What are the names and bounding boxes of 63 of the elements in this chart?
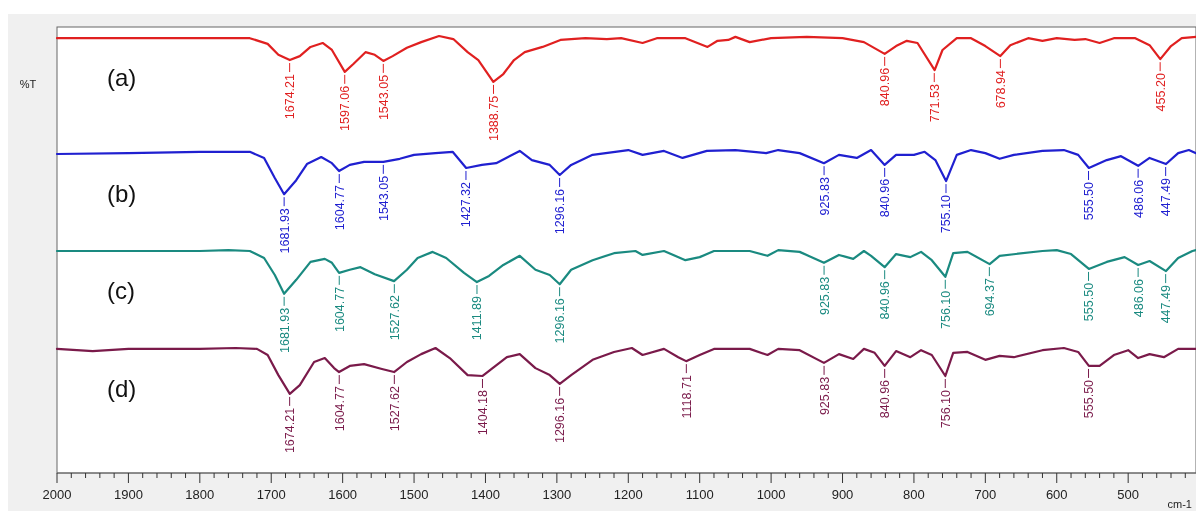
annotation: 486.06: [1131, 179, 1146, 219]
x-tick-label: 500: [1117, 487, 1140, 502]
series-label: (a): [107, 64, 137, 92]
annotation: 694.37: [982, 278, 997, 317]
annotation: 1597.06: [338, 85, 353, 132]
annotation: 1118.71: [679, 375, 694, 419]
x-tick-label: 600: [1045, 487, 1068, 502]
annotation: 678.94: [993, 70, 1008, 109]
annotation: 1681.93: [277, 307, 292, 354]
annotation: 1296.16: [553, 188, 568, 235]
annotation: 1527.62: [387, 295, 402, 341]
x-tick-label: 1500: [399, 487, 429, 502]
x-tick-label: 1800: [185, 487, 215, 502]
annotation: 925.83: [817, 177, 832, 216]
x-tick-label: 800: [903, 487, 925, 502]
annotation: 1681.93: [277, 208, 292, 254]
annotation: 925.83: [817, 276, 832, 316]
annotation: 555.50: [1082, 379, 1097, 419]
annotation: 840.96: [878, 178, 893, 218]
series-label: (c): [107, 277, 135, 304]
annotation: 840.96: [878, 281, 893, 320]
annotation: 925.83: [817, 376, 832, 416]
x-tick-label: 1200: [613, 487, 643, 502]
annotation: 455.20: [1153, 73, 1168, 112]
x-tick-label: 2000: [42, 487, 72, 502]
annotation: 1527.62: [387, 386, 402, 432]
series-label: (d): [107, 374, 137, 402]
annotation: 1296.16: [553, 397, 568, 444]
annotation: 447.49: [1159, 177, 1174, 217]
annotation: 1411.89: [470, 295, 485, 341]
annotation: 1674.21: [283, 407, 298, 454]
x-tick-label: 1700: [256, 487, 286, 502]
annotation: 1604.77: [332, 286, 347, 333]
annotation: 1604.77: [332, 386, 347, 432]
annotation: 1674.21: [283, 73, 298, 120]
annotation: 1296.16: [553, 298, 568, 344]
annotation: 1427.32: [459, 181, 474, 228]
annotation: 771.53: [927, 84, 942, 123]
series-label: (b): [107, 179, 137, 207]
annotation: 755.10: [939, 195, 954, 234]
annotation: 1543.05: [376, 175, 391, 222]
annotation: 1388.75: [487, 95, 501, 142]
annotation: 756.10: [938, 290, 953, 330]
annotation: 555.50: [1082, 282, 1097, 322]
y-axis-title: %T: [19, 78, 37, 90]
x-tick-label: 700: [974, 487, 997, 502]
x-axis-title: cm-1: [1167, 498, 1192, 510]
annotation: 840.96: [878, 379, 893, 419]
annotation: 486.06: [1131, 278, 1146, 318]
x-tick-label: 1100: [685, 487, 714, 502]
annotation: 840.96: [878, 67, 893, 107]
x-tick-label: 1400: [471, 487, 500, 502]
x-tick-label: 900: [831, 487, 854, 502]
x-tick-label: 1600: [328, 487, 358, 502]
annotation: 1404.18: [475, 389, 490, 436]
annotation: 1543.05: [376, 74, 391, 121]
annotation: 447.49: [1159, 285, 1174, 324]
annotation: 1604.77: [332, 184, 347, 231]
x-tick-label: 1900: [113, 487, 143, 502]
annotation: 756.10: [938, 389, 953, 429]
x-tick-label: 1300: [542, 487, 572, 502]
x-tick-label: 1000: [756, 487, 786, 502]
annotation: 555.50: [1082, 181, 1097, 221]
